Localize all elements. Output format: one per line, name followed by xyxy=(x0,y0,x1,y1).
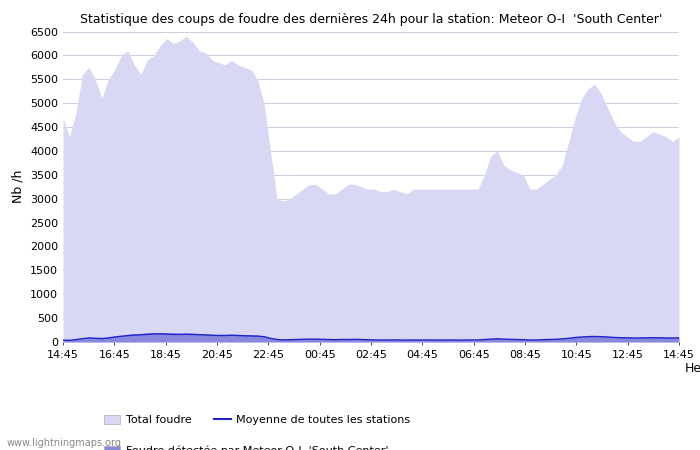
Text: Heure: Heure xyxy=(685,362,700,375)
Legend: Foudre détectée par Meteor O-I  'South Center': Foudre détectée par Meteor O-I 'South Ce… xyxy=(99,441,393,450)
Y-axis label: Nb /h: Nb /h xyxy=(11,170,25,203)
Title: Statistique des coups de foudre des dernières 24h pour la station: Meteor O-I  ': Statistique des coups de foudre des dern… xyxy=(80,13,662,26)
Text: www.lightningmaps.org: www.lightningmaps.org xyxy=(7,438,122,448)
